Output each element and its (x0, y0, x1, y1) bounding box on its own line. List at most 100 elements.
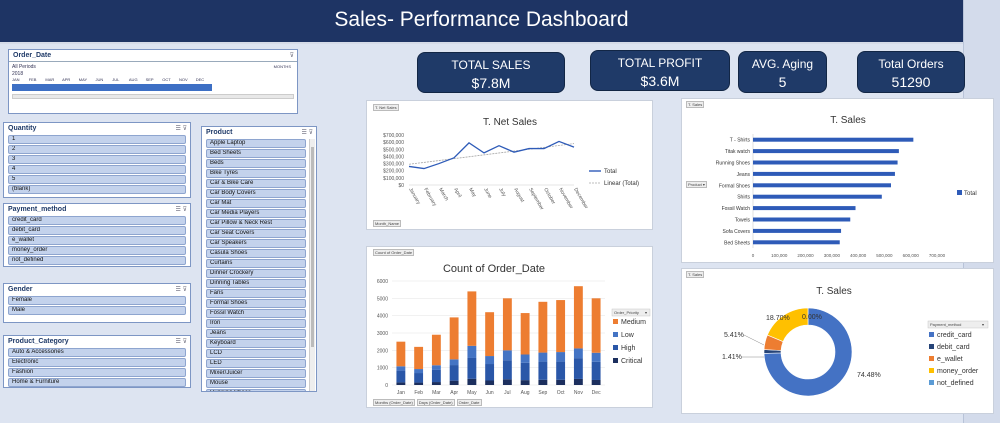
slicer-item[interactable]: Female (8, 296, 186, 305)
slicer-item[interactable]: Iron (206, 319, 306, 328)
clear-filter-icon[interactable]: ⊽ (182, 287, 187, 293)
slicer-item[interactable]: Fans (206, 289, 306, 298)
slicer-item[interactable]: Car Media Players (206, 209, 306, 218)
slicer-item[interactable]: e_wallet (8, 236, 186, 245)
x-tick-label: July (497, 187, 507, 198)
slicer-item[interactable]: 5 (8, 175, 186, 184)
slicer-item[interactable]: Male (8, 306, 186, 315)
slicer-item[interactable]: Car Mat (206, 199, 306, 208)
x-tick-label: 300,000 (824, 253, 841, 258)
leader-line (743, 334, 765, 346)
slicer-item[interactable]: 1 (8, 135, 186, 144)
multi-select-icon[interactable]: ☰ (175, 207, 181, 213)
slicer-item[interactable]: (blank) (8, 185, 186, 194)
filter-icon[interactable]: ▾ (702, 182, 705, 187)
legend-swatch (613, 358, 618, 363)
slicer-item[interactable]: Jeans (206, 329, 306, 338)
filter-tag[interactable]: Months (Order_Date) (373, 399, 415, 406)
slicer-item[interactable]: Home & Furniture (8, 378, 186, 387)
chart-axis-tag[interactable]: Month_Name (373, 220, 402, 227)
chart-field-tag[interactable]: T. Sales (686, 101, 705, 108)
slicer-item[interactable]: 4 (8, 165, 186, 174)
filter-tag[interactable]: Order_Date (456, 399, 482, 406)
timeline-month[interactable]: APR (62, 77, 71, 82)
timeline-scrollbar[interactable] (12, 94, 294, 99)
slicer-item[interactable]: 3 (8, 155, 186, 164)
slicer-item[interactable]: LED (206, 359, 306, 368)
timeline-month[interactable]: JUN (95, 77, 104, 82)
slicer-item[interactable]: Fashion (8, 368, 186, 377)
bar-medium (396, 341, 406, 367)
bar (753, 240, 840, 245)
slicer-item[interactable]: Bed Sheets (206, 149, 306, 158)
chart-field-tag[interactable]: T. Net Sales (373, 104, 399, 111)
chart-field-tag[interactable]: T. Sales (686, 271, 705, 278)
slicer-item[interactable]: Dinner Crockery (206, 269, 306, 278)
timeline-month[interactable]: JAN (12, 77, 20, 82)
clear-filter-icon[interactable]: ⊽ (182, 126, 187, 132)
multi-select-icon[interactable]: ☰ (175, 339, 181, 345)
slicer-item[interactable]: Beds (206, 159, 306, 168)
slicer-item[interactable]: Car Pillow & Neck Rest (206, 219, 306, 228)
filter-tag[interactable]: Days (Order_Date) (416, 399, 455, 406)
gender-slicer: Gender ☰ ⊽ Female Male (3, 283, 191, 323)
x-tick-label: Jan (397, 390, 405, 396)
scrollbar-thumb[interactable] (311, 147, 314, 347)
bar (753, 149, 899, 154)
slicer-item[interactable]: Car Body Covers (206, 189, 306, 198)
clear-filter-icon[interactable]: ⊽ (308, 130, 313, 136)
slicer-item[interactable]: Apple Laptop (206, 139, 306, 148)
timeline-month[interactable]: AUG (128, 77, 138, 82)
chart-axis-tag[interactable]: Product ▾ (686, 181, 707, 188)
clear-filter-icon[interactable]: ⊽ (289, 53, 294, 59)
timeline-selection-bar[interactable] (12, 84, 212, 91)
slicer-item[interactable]: Mouse (206, 379, 306, 388)
timeline-month[interactable]: DEC (195, 77, 205, 82)
slicer-item[interactable]: Curtains (206, 259, 306, 268)
slicer-item[interactable]: Casula Shoes (206, 249, 306, 258)
slicer-item[interactable]: debit_card (8, 226, 186, 235)
timeline-month[interactable]: JUL (112, 77, 120, 82)
timeline-unit[interactable]: MONTHS (273, 64, 291, 69)
slicer-title: Gender (8, 286, 33, 293)
slicer-item[interactable]: Fossil Watch (206, 309, 306, 318)
order-date-timeline[interactable]: Order_Date ⊽ All Periods MONTHS 2018 JAN… (8, 49, 298, 114)
bar-medium (573, 286, 583, 349)
slicer-item[interactable]: money_order (8, 246, 186, 255)
clear-filter-icon[interactable]: ⊽ (182, 207, 187, 213)
slicer-item[interactable]: Car Seat Covers (206, 229, 306, 238)
multi-select-icon[interactable]: ☰ (175, 126, 181, 132)
slicer-item[interactable]: Mixer/Juicer (206, 369, 306, 378)
clear-filter-icon[interactable]: ⊽ (182, 339, 187, 345)
slicer-item[interactable]: 2 (8, 145, 186, 154)
legend-label-total: Total (604, 169, 617, 175)
timeline-month[interactable]: SEP (145, 77, 154, 82)
timeline-month[interactable]: NOV (179, 77, 188, 82)
timeline-all-periods: All Periods (12, 64, 36, 70)
slicer-item[interactable]: Dinning Tables (206, 279, 306, 288)
order-count-chart: Count of Order_Date Count of Order_Date 0… (366, 246, 653, 408)
slicer-item[interactable]: Formal Shoes (206, 299, 306, 308)
timeline-month[interactable]: OCT (162, 77, 171, 82)
multi-select-icon[interactable]: ☰ (301, 130, 307, 136)
chart-field-tag[interactable]: Count of Order_Date (373, 249, 415, 256)
timeline-month[interactable]: MAR (45, 77, 55, 82)
slicer-item[interactable]: Electronic (8, 358, 186, 367)
slicer-item[interactable]: Running Shoes (206, 389, 306, 391)
slicer-item[interactable]: Car & Bike Care (206, 179, 306, 188)
timeline-month[interactable]: FEB (28, 77, 37, 82)
slicer-item[interactable]: LCD (206, 349, 306, 358)
slicer-item[interactable]: Car Speakers (206, 239, 306, 248)
multi-select-icon[interactable]: ☰ (175, 287, 181, 293)
slicer-item[interactable]: Bike Tyres (206, 169, 306, 178)
product-scrollbar[interactable] (309, 139, 315, 391)
bar-high (573, 358, 583, 379)
y-tick-label: Towels (735, 218, 751, 224)
slicer-item[interactable]: credit_card (8, 216, 186, 225)
bar-critical (556, 379, 566, 385)
slicer-item[interactable]: Keyboard (206, 339, 306, 348)
slicer-item[interactable]: not_defined (8, 256, 186, 265)
timeline-month[interactable]: MAY (78, 77, 88, 82)
slicer-item[interactable]: Auto & Accessories (8, 348, 186, 357)
bar-critical (538, 379, 548, 385)
